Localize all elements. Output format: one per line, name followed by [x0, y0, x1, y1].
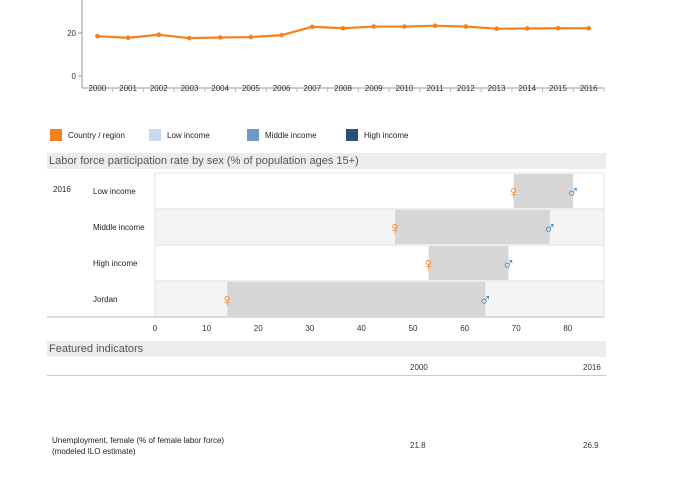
- x-tick-label: 2012: [457, 84, 475, 93]
- featured-col-2000: 2000: [410, 363, 428, 372]
- series-point: [555, 25, 561, 31]
- series-point: [309, 24, 315, 30]
- labor-force-chart-title: Labor force participation rate by sex (%…: [47, 153, 606, 169]
- x-tick-label: 20: [254, 324, 263, 333]
- row-background: [154, 244, 605, 282]
- legend-swatch-high-income: [346, 129, 358, 141]
- x-tick-label: 30: [305, 324, 314, 333]
- x-tick-label: 80: [563, 324, 572, 333]
- featured-row-label-line1: Unemployment, female (% of female labor …: [52, 436, 225, 445]
- x-tick-label: 2005: [242, 84, 260, 93]
- legend-item-middle-income: Middle income: [247, 129, 317, 141]
- male-marker: ♂: [543, 218, 557, 238]
- legend-item-country: Country / region: [50, 129, 125, 141]
- featured-value-2000: 21.8: [410, 441, 426, 450]
- legend-swatch-low-income: [149, 129, 161, 141]
- x-tick-label: 40: [357, 324, 366, 333]
- category-label: High income: [93, 259, 138, 268]
- featured-col-2016: 2016: [583, 363, 601, 372]
- series-point: [340, 25, 346, 31]
- female-marker: ♀: [422, 254, 436, 274]
- legend-label-high-income: High income: [364, 130, 409, 140]
- legend-label-country: Country / region: [68, 130, 125, 140]
- legend-swatch-middle-income: [247, 129, 259, 141]
- x-tick-label: 2004: [211, 84, 229, 93]
- legend-item-low-income: Low income: [149, 129, 210, 141]
- x-tick-label: 2006: [273, 84, 291, 93]
- series-point: [371, 24, 377, 29]
- series-point: [187, 35, 192, 41]
- x-tick-label: 2001: [119, 84, 137, 93]
- female-marker: ♀: [221, 290, 235, 310]
- series-point: [494, 26, 499, 32]
- y-tick-label: 0: [72, 72, 77, 81]
- x-tick-label: 2013: [488, 84, 506, 93]
- x-tick-label: 60: [460, 324, 469, 333]
- x-tick-label: 2002: [150, 84, 168, 93]
- male-marker: ♂: [566, 182, 580, 202]
- y-tick-label: 20: [67, 29, 76, 38]
- series-point: [125, 35, 131, 41]
- series-point: [402, 24, 407, 29]
- x-tick-label: 2016: [580, 84, 598, 93]
- x-tick-label: 50: [409, 324, 418, 333]
- x-tick-label: 2011: [427, 84, 445, 93]
- featured-row-label-line2: (modeled ILO estimate): [52, 447, 136, 456]
- series-point: [156, 32, 162, 38]
- labor-force-dot-chart: 2016 Low income ♀ ♂ Middle income ♀ ♂ High inco…: [47, 172, 605, 333]
- series-point: [463, 24, 469, 29]
- featured-row-unemployment: Unemployment, female (% of female labor …: [52, 435, 302, 457]
- series-point: [217, 35, 223, 40]
- legend-swatch-country: [50, 129, 62, 141]
- x-tick-label: 10: [202, 324, 211, 333]
- legend-item-high-income: High income: [346, 129, 408, 141]
- female-marker: ♀: [388, 218, 402, 238]
- category-label: Jordan: [93, 295, 117, 304]
- series-point: [279, 32, 284, 38]
- x-tick-label: 0: [153, 324, 158, 333]
- year-label: 2016: [53, 185, 71, 194]
- x-tick-label: 2014: [518, 84, 536, 93]
- x-tick-label: 2003: [181, 84, 199, 93]
- featured-value-2016: 26.9: [583, 441, 599, 450]
- gender-gap-bar: [227, 282, 486, 316]
- featured-divider: [47, 375, 606, 376]
- series-point: [248, 34, 254, 40]
- category-label: Low income: [93, 187, 136, 196]
- gender-gap-bar: [394, 210, 550, 244]
- x-tick-label: 2010: [396, 84, 414, 93]
- legend-label-middle-income: Middle income: [265, 130, 317, 140]
- gender-gap-bar: [428, 246, 509, 280]
- series-point: [432, 23, 438, 28]
- x-tick-label: 70: [512, 324, 521, 333]
- featured-indicators-heading: Featured indicators: [47, 341, 606, 357]
- x-tick-label: 2008: [334, 84, 352, 93]
- male-marker: ♂: [502, 254, 516, 274]
- x-tick-label: 2000: [88, 84, 106, 93]
- male-marker: ♂: [479, 290, 493, 310]
- unemployment-line-chart: 0 20 2000 2001 2002 2003 2004 2005 2006 2007 2008 2…: [67, 0, 605, 93]
- x-tick-label: 2009: [365, 84, 383, 93]
- series-point: [586, 25, 591, 31]
- category-label: Middle income: [93, 223, 145, 232]
- gender-gap-bar: [513, 174, 574, 208]
- female-marker: ♀: [507, 182, 521, 202]
- x-tick-label: 2015: [549, 84, 567, 93]
- series-point: [524, 26, 530, 31]
- series-point: [95, 33, 100, 39]
- x-tick-label: 2007: [303, 84, 321, 93]
- legend-label-low-income: Low income: [167, 130, 210, 140]
